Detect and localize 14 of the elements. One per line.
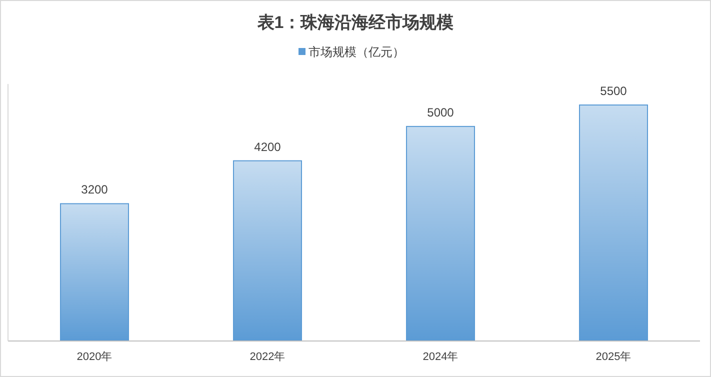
bar (233, 160, 302, 342)
data-label: 3200 (81, 182, 108, 197)
data-label: 5000 (427, 105, 454, 120)
bar (406, 126, 475, 342)
legend: 市场规模（亿元） (298, 45, 404, 59)
bar (579, 104, 648, 342)
x-tick-label: 2020年 (76, 351, 112, 363)
bar (60, 203, 129, 342)
x-tick-label: 2022年 (250, 351, 286, 363)
data-label: 4200 (254, 140, 282, 154)
x-tick-label: 2025年 (596, 351, 632, 363)
chart-title: 表1：珠海沿海经市场规模 (256, 13, 454, 32)
data-label: 5500 (600, 84, 628, 98)
x-tick-label: 2024年 (422, 351, 458, 363)
